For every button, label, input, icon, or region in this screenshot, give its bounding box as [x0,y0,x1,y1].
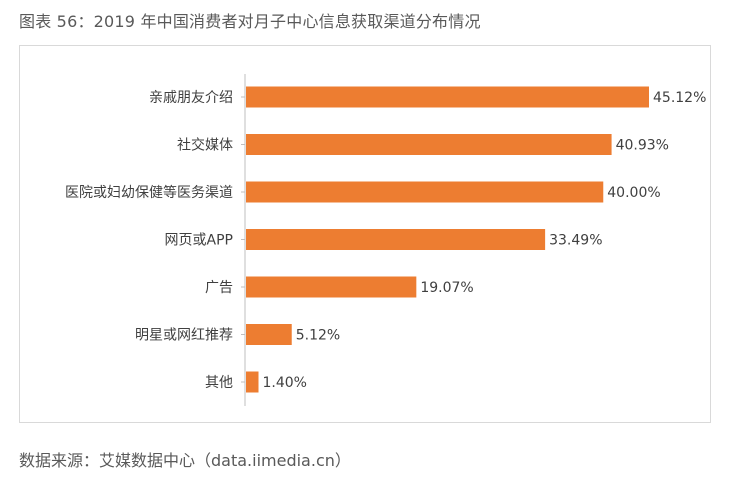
chart-frame [19,45,711,423]
bar-1 [246,134,612,155]
data-source-note: 数据来源：艾媒数据中心（data.iimedia.cn） [19,451,351,470]
category-label: 其他 [205,375,233,391]
category-label: 亲戚朋友介绍 [149,90,233,106]
value-label: 33.49% [549,233,602,249]
category-label: 广告 [205,280,233,296]
value-label: 40.00% [607,185,660,201]
bar-5 [246,324,292,345]
bar-3 [246,229,546,250]
value-label: 5.12% [296,328,340,344]
category-label: 明星或网红推荐 [135,328,233,344]
figure-title: 图表 56：2019 年中国消费者对月子中心信息获取渠道分布情况 [19,12,481,31]
bar-0 [246,86,649,108]
bar-6 [246,371,259,393]
category-label: 网页或APP [165,233,233,249]
bar-4 [246,276,417,298]
value-label: 45.12% [653,90,706,106]
category-label: 医院或妇幼保健等医务渠道 [65,184,233,201]
bar-2 [246,181,604,203]
value-label: 19.07% [420,280,473,296]
value-label: 1.40% [263,375,307,391]
category-label: 社交媒体 [177,137,233,154]
value-label: 40.93% [616,138,669,154]
